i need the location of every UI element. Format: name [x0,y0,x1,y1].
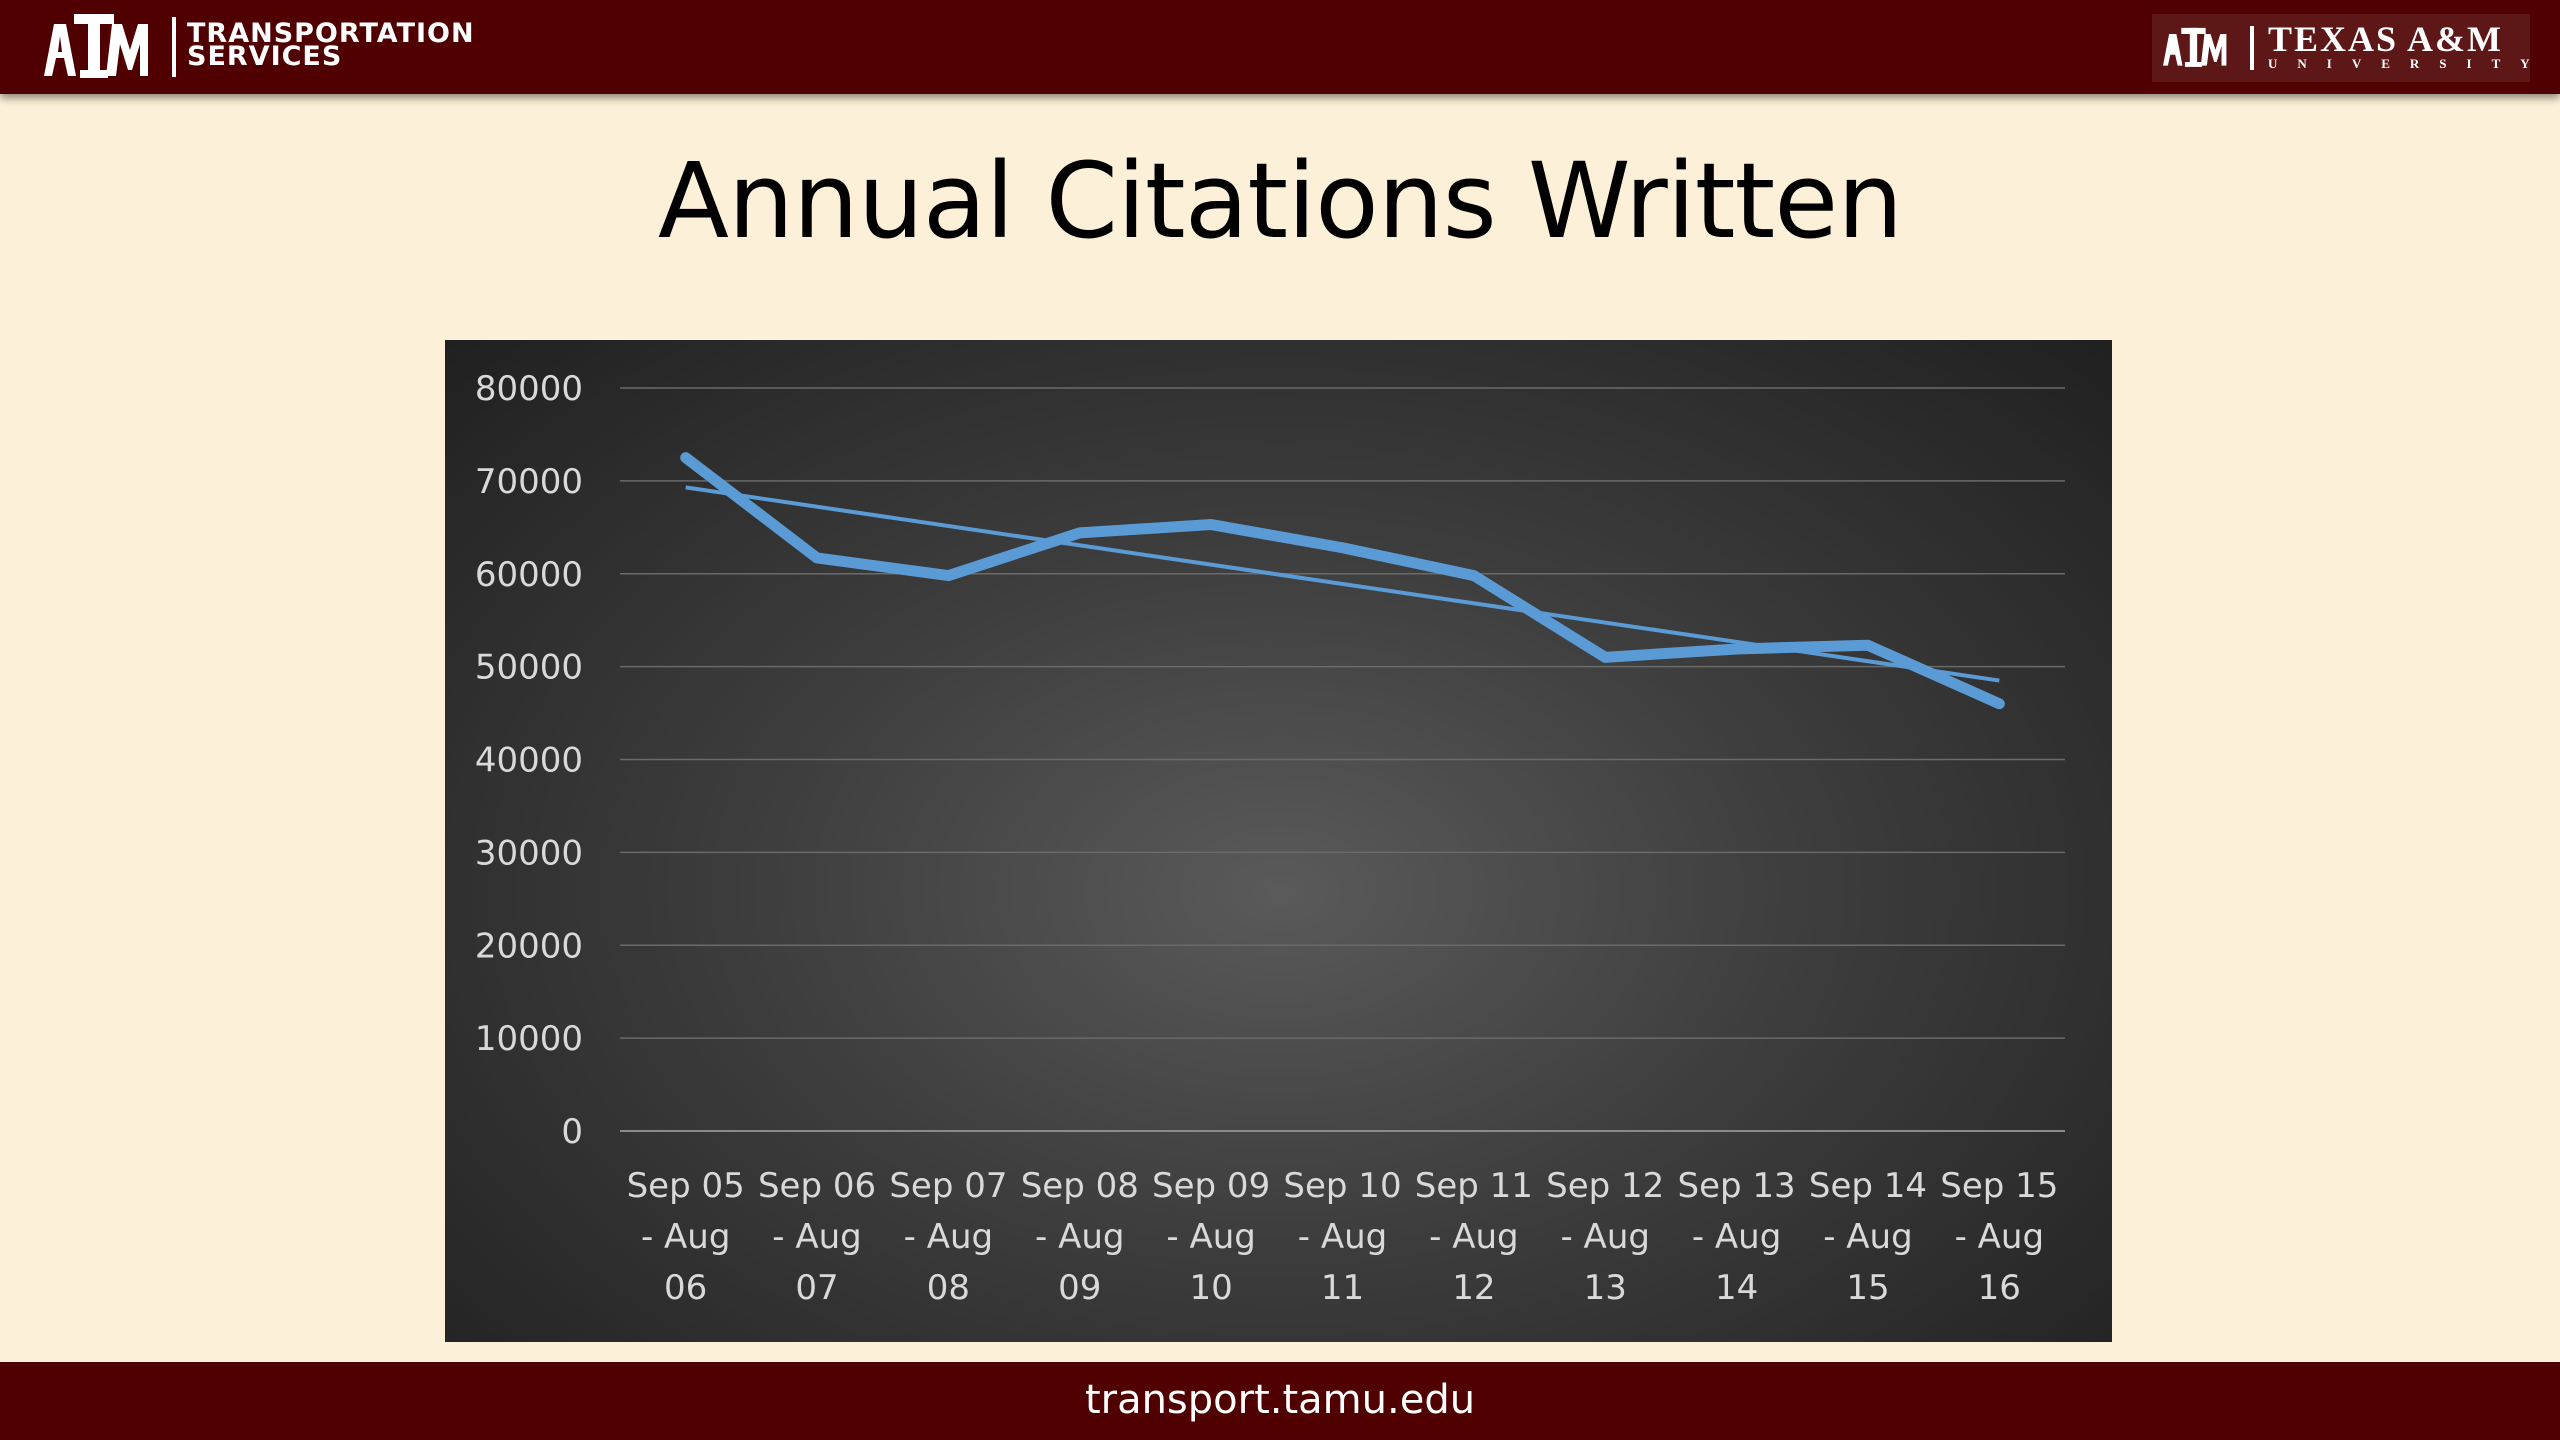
x-tick-label: Sep 10 [1283,1166,1401,1206]
data-point [1997,701,2002,706]
x-tick-label: 07 [795,1268,838,1308]
x-tick-label: Sep 09 [1152,1166,1270,1206]
x-tick-label: Sep 06 [758,1166,876,1206]
y-tick-label: 20000 [475,926,583,966]
footer-bar [0,1362,2560,1440]
footer-url: transport.tamu.edu [1084,1377,1476,1423]
header-divider [172,17,176,77]
x-tick-label: - Aug [641,1217,730,1257]
header-bar: TRANSPORTATION SERVICES TEXAS A&M UNIVER… [0,0,2560,94]
x-tick-label: 14 [1715,1268,1758,1308]
y-tick-label: 50000 [475,648,583,688]
y-tick-label: 80000 [475,369,583,409]
x-tick-label: Sep 05 [627,1166,745,1206]
x-tick-label: Sep 14 [1809,1166,1927,1206]
data-point [815,555,820,560]
logo-line-1: TRANSPORTATION [187,18,475,49]
x-tick-label: - Aug [1298,1217,1387,1257]
x-tick-label: - Aug [1823,1217,1912,1257]
y-tick-label: 0 [561,1112,583,1152]
x-tick-label: - Aug [1560,1217,1649,1257]
data-point [1865,643,1870,648]
y-tick-label: 10000 [475,1019,583,1059]
logo-line-2: SERVICES [187,41,343,72]
x-tick-label: 08 [927,1268,970,1308]
x-tick-label: - Aug [1692,1217,1781,1257]
texas-am-divider [2250,26,2254,70]
y-tick-label: 30000 [475,833,583,873]
x-tick-label: Sep 12 [1546,1166,1664,1206]
x-tick-label: 09 [1058,1268,1101,1308]
x-tick-label: Sep 13 [1678,1166,1796,1206]
y-tick-label: 40000 [475,741,583,781]
slide-title: Annual Citations Written [657,140,1903,262]
atm-logo-icon [44,14,148,78]
transportation-services-logo-text: TRANSPORTATION SERVICES [187,18,475,72]
data-point [1471,573,1476,578]
x-tick-label: Sep 11 [1415,1166,1533,1206]
texas-am-wordmark: TEXAS A&M [2268,19,2504,59]
data-point [1603,655,1608,660]
x-tick-label: - Aug [904,1217,993,1257]
data-point [946,573,951,578]
x-tick-label: - Aug [772,1217,861,1257]
y-tick-label: 70000 [475,462,583,502]
x-tick-label: Sep 08 [1021,1166,1139,1206]
x-tick-label: 15 [1846,1268,1889,1308]
x-tick-label: - Aug [1166,1217,1255,1257]
x-tick-label: 11 [1321,1268,1364,1308]
x-tick-label: 12 [1452,1268,1495,1308]
x-tick-label: Sep 07 [889,1166,1007,1206]
data-point [1209,522,1214,527]
texas-am-logo-box [2152,14,2530,82]
data-point [1340,545,1345,550]
data-point [1734,646,1739,651]
atm-logo-icon [2163,27,2227,67]
data-point [1077,530,1082,535]
x-tick-label: Sep 15 [1940,1166,2058,1206]
x-tick-label: - Aug [1955,1217,2044,1257]
x-tick-label: 16 [1978,1268,2021,1308]
x-tick-label: - Aug [1035,1217,1124,1257]
line-chart: 0 10000 20000 30000 40000 50000 60000 70000 8000… [475,369,2065,1308]
x-tick-label: 10 [1190,1268,1233,1308]
y-tick-label: 60000 [475,555,583,595]
texas-am-subtitle: UNIVERSITY [2268,56,2550,71]
chart-area: 0 10000 20000 30000 40000 50000 60000 70000 8000… [445,340,2112,1342]
x-tick-label: 13 [1584,1268,1627,1308]
x-tick-label: - Aug [1429,1217,1518,1257]
x-tick-label: 06 [664,1268,707,1308]
data-point [683,455,688,460]
